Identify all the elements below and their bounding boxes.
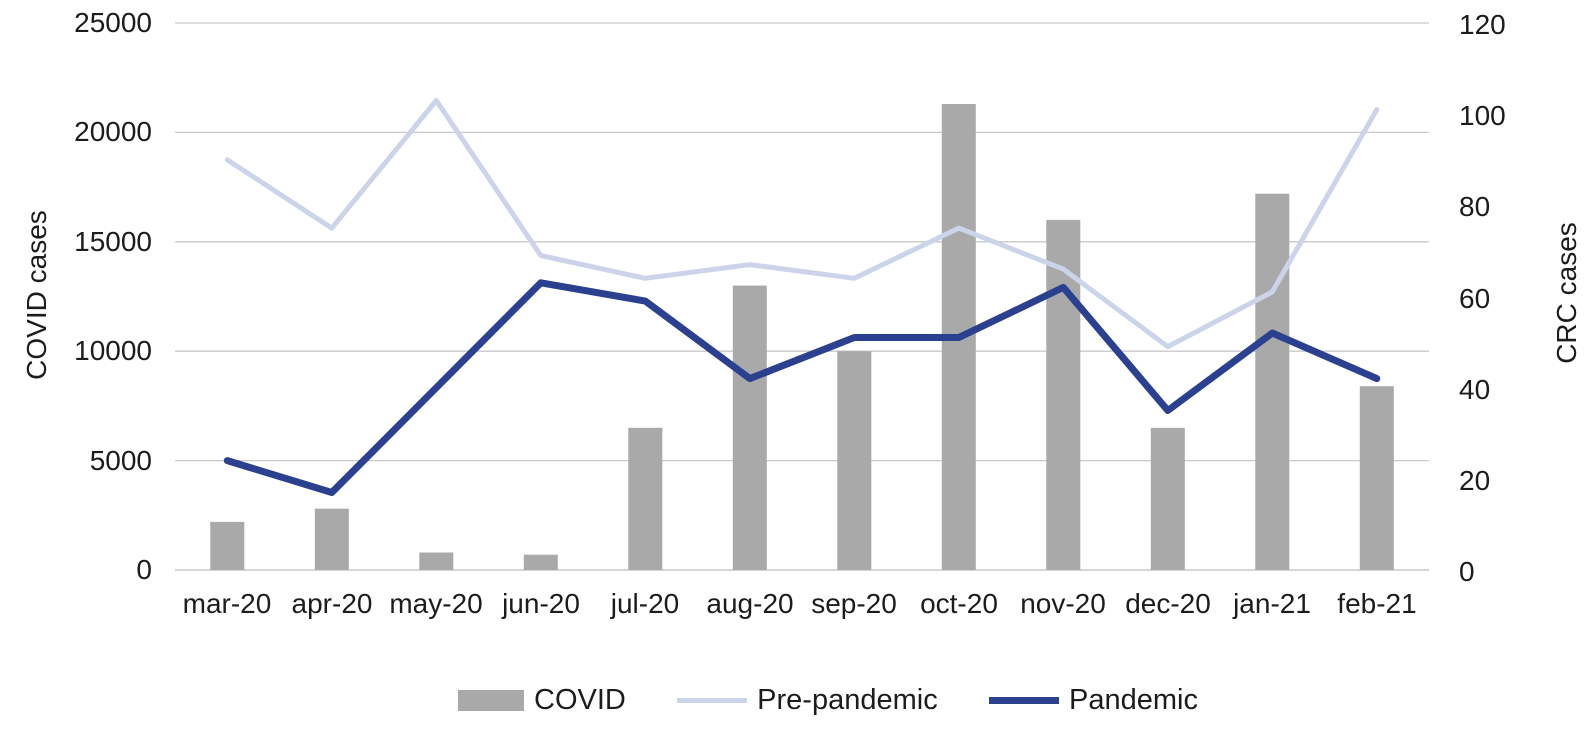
legend: COVID Pre-pandemic Pandemic [458, 684, 1198, 717]
x-label-may-20: may-20 [389, 588, 483, 619]
legend-label-covid: COVID [534, 684, 626, 716]
left-tick-15000: 15000 [74, 226, 152, 257]
x-label-jul-20: jul-20 [610, 588, 680, 619]
right-tick-60: 60 [1459, 283, 1491, 314]
x-label-jun-20: jun-20 [502, 588, 580, 619]
pandemic-line [223, 279, 1381, 496]
bar-jun-20 [523, 554, 558, 570]
bar-jul-20 [628, 427, 663, 570]
legend-item-pandemic: Pandemic [989, 684, 1198, 717]
x-label-nov-20: nov-20 [1020, 588, 1106, 619]
right-tick-20: 20 [1459, 465, 1491, 496]
pre-pandemic-line-swatch-icon [677, 698, 748, 703]
right-tick-0: 0 [1459, 556, 1475, 587]
covid-bar-swatch-icon [458, 690, 524, 711]
bar-nov-20 [1046, 219, 1081, 570]
left-tick-20000: 20000 [74, 116, 152, 147]
right-tick-80: 80 [1459, 191, 1491, 222]
right-axis-title: CRC cases [1551, 222, 1582, 364]
x-label-mar-20: mar-20 [182, 588, 272, 619]
right-tick-120: 120 [1459, 9, 1506, 40]
x-label-feb-21: feb-21 [1337, 588, 1417, 619]
bar-sep-20 [837, 351, 872, 570]
legend-label-pandemic: Pandemic [1069, 684, 1198, 716]
x-label-jan-21: jan-21 [1233, 588, 1311, 619]
left-tick-5000: 5000 [89, 445, 152, 476]
bar-jan-21 [1255, 193, 1290, 570]
x-label-apr-20: apr-20 [291, 588, 373, 619]
bar-dec-20 [1150, 427, 1185, 570]
x-label-aug-20: aug-20 [706, 588, 794, 619]
legend-item-pre-pandemic: Pre-pandemic [677, 684, 938, 717]
left-tick-10000: 10000 [74, 335, 152, 366]
pre-pandemic-line [224, 98, 1380, 350]
right-tick-100: 100 [1459, 100, 1506, 131]
bar-aug-20 [732, 285, 767, 570]
bar-feb-21 [1359, 386, 1394, 570]
right-tick-40: 40 [1459, 374, 1491, 405]
x-label-oct-20: oct-20 [920, 588, 998, 619]
x-label-sep-20: sep-20 [811, 588, 897, 619]
x-label-dec-20: dec-20 [1125, 588, 1211, 619]
legend-item-covid: COVID [458, 684, 626, 717]
bar-may-20 [419, 552, 454, 570]
legend-label-pre-pandemic: Pre-pandemic [757, 684, 938, 716]
left-tick-0: 0 [136, 554, 152, 585]
pandemic-line-swatch-icon [989, 697, 1060, 704]
left-axis-title: COVID cases [21, 210, 52, 380]
bar-mar-20 [210, 521, 245, 570]
left-tick-25000: 25000 [74, 7, 152, 38]
bar-apr-20 [314, 508, 349, 570]
